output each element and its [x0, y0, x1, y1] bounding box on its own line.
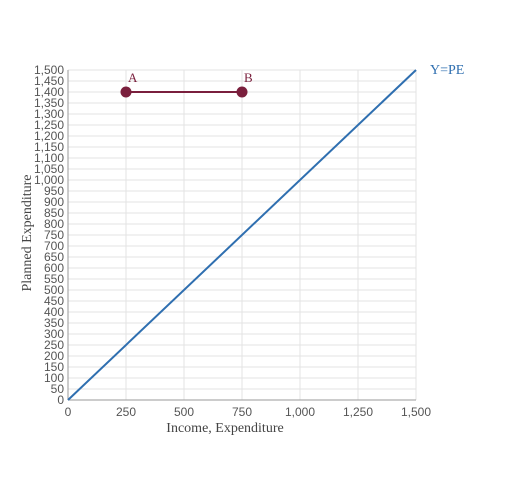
- y-tick-labels: 0501001502002503003504004505005506006507…: [34, 63, 64, 407]
- y-tick-label: 600: [44, 261, 64, 275]
- point-marker: [120, 86, 132, 98]
- y-tick-label: 800: [44, 217, 64, 231]
- axes: [67, 70, 416, 401]
- y-tick-label: 1,050: [34, 162, 64, 176]
- series: Y=PE A B: [67, 63, 464, 401]
- x-tick-label: 1,250: [343, 405, 373, 419]
- y-tick-label: 1,350: [34, 96, 64, 110]
- y-tick-label: 900: [44, 195, 64, 209]
- y-tick-label: 1,200: [34, 129, 64, 143]
- y-tick-label: 350: [44, 316, 64, 330]
- x-tick-label: 0: [65, 405, 72, 419]
- series-label: Y=PE: [430, 63, 464, 78]
- x-tick-labels: 0 250 500 750 1,000 1,250 1,500: [65, 405, 432, 419]
- y-tick-label: 0: [57, 393, 64, 407]
- series-line-0: [67, 69, 417, 401]
- y-tick-label: 500: [44, 283, 64, 297]
- point-marker: [236, 86, 248, 98]
- x-tick-label: 1,000: [285, 405, 315, 419]
- y-tick-label: 650: [44, 250, 64, 264]
- y-tick-label: 1,500: [34, 63, 64, 77]
- y-tick-label: 100: [44, 371, 64, 385]
- x-axis-title: Income, Expenditure: [166, 421, 283, 436]
- y-tick-label: 150: [44, 360, 64, 374]
- y-tick-label: 850: [44, 206, 64, 220]
- y-tick-label: 1,450: [34, 74, 64, 88]
- y-axis-title: Planned Expenditure: [20, 174, 35, 291]
- y-tick-label: 1,300: [34, 107, 64, 121]
- y-tick-label: 400: [44, 305, 64, 319]
- point-label: A: [128, 70, 138, 85]
- y-tick-label: 200: [44, 349, 64, 363]
- point-label: B: [244, 70, 253, 85]
- y-tick-label: 1,150: [34, 140, 64, 154]
- y-tick-label: 1,000: [34, 173, 64, 187]
- x-tick-label: 1,500: [401, 405, 431, 419]
- x-tick-label: 250: [116, 405, 136, 419]
- x-tick-label: 500: [174, 405, 194, 419]
- y-tick-label: 1,100: [34, 151, 64, 165]
- y-tick-label: 1,250: [34, 118, 64, 132]
- y-tick-label: 300: [44, 327, 64, 341]
- y-tick-label: 700: [44, 239, 64, 253]
- y-tick-label: 550: [44, 272, 64, 286]
- x-tick-label: 750: [232, 405, 252, 419]
- y-tick-label: 750: [44, 228, 64, 242]
- y-tick-label: 1,400: [34, 85, 64, 99]
- y-tick-label: 50: [51, 382, 65, 396]
- y-tick-label: 250: [44, 338, 64, 352]
- y-tick-label: 450: [44, 294, 64, 308]
- y-tick-label: 950: [44, 184, 64, 198]
